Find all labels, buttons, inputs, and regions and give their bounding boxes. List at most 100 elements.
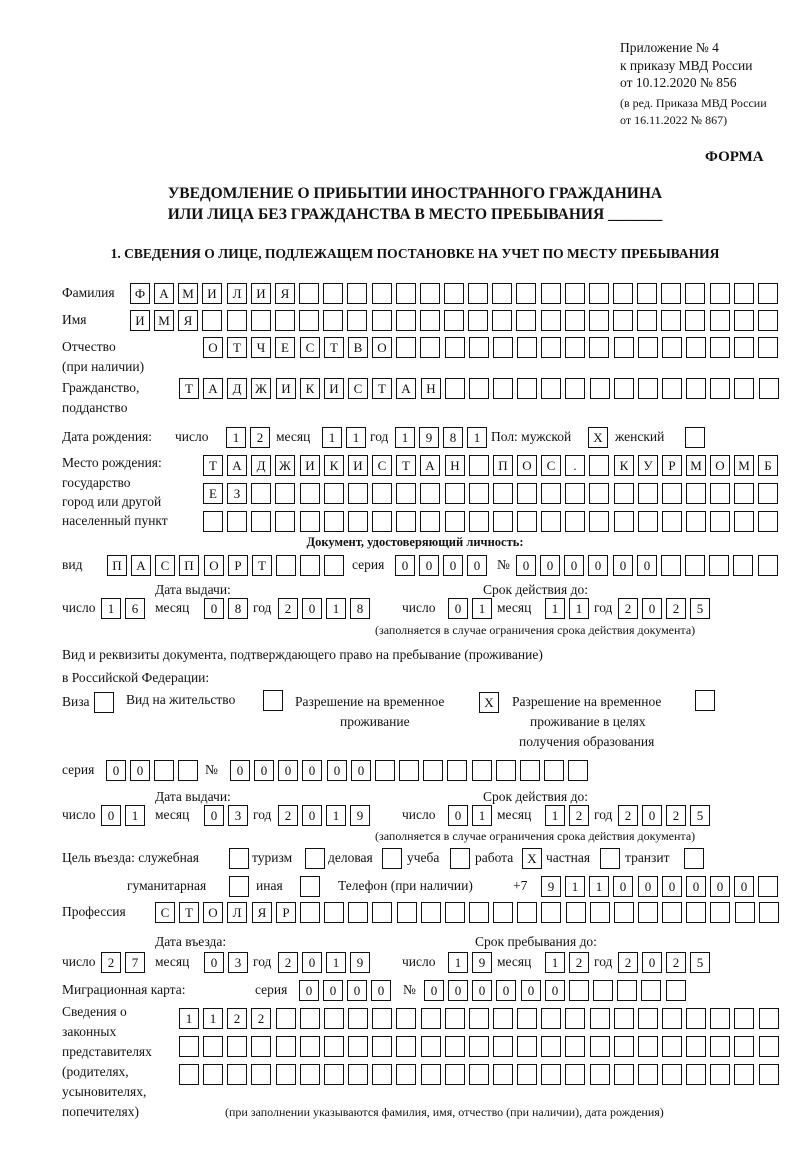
char-cell-reps-2[interactable] [179, 1036, 199, 1057]
char-cell-surname[interactable] [685, 283, 705, 304]
char-cell-reps-2[interactable] [445, 1036, 465, 1057]
char-cell-birth-place-1[interactable]: О [517, 455, 537, 476]
char-cell-reps-1[interactable] [759, 1008, 779, 1029]
char-cell-doc-issue-month[interactable]: 8 [228, 598, 248, 619]
char-cell-patronymic[interactable] [710, 337, 730, 358]
char-cell-surname[interactable] [613, 283, 633, 304]
char-cell-permit-number[interactable] [375, 760, 395, 781]
char-cell-doc-number[interactable]: 0 [637, 555, 657, 576]
char-cell-surname[interactable] [589, 283, 609, 304]
char-cell-mig-number[interactable]: 0 [521, 980, 541, 1001]
char-cell-mig-number[interactable]: 0 [545, 980, 565, 1001]
char-cell-citizenship[interactable] [759, 378, 779, 399]
char-cell-phone[interactable] [758, 876, 778, 897]
char-cell-birth-day[interactable]: 2 [250, 427, 270, 448]
char-cell-reps-3[interactable] [276, 1064, 296, 1085]
char-cell-permit-number[interactable]: 0 [351, 760, 371, 781]
char-cell-citizenship[interactable]: Т [179, 378, 199, 399]
char-cell-doc-issue-year[interactable]: 0 [302, 598, 322, 619]
char-cell-patronymic[interactable]: О [203, 337, 223, 358]
checkbox-permit-residence[interactable] [263, 690, 283, 711]
char-cell-phone[interactable]: 0 [686, 876, 706, 897]
char-cell-reps-3[interactable] [203, 1064, 223, 1085]
char-cell-birth-place-3[interactable] [348, 511, 368, 532]
char-cell-patronymic[interactable]: Е [275, 337, 295, 358]
char-cell-profession[interactable] [469, 902, 489, 923]
char-cell-profession[interactable] [686, 902, 706, 923]
char-cell-name[interactable] [613, 310, 633, 331]
char-cell-name[interactable] [396, 310, 416, 331]
char-cell-birth-place-3[interactable] [589, 511, 609, 532]
char-cell-doc-valid-day[interactable]: 1 [472, 598, 492, 619]
char-cell-entry-day[interactable]: 2 [101, 952, 121, 973]
char-cell-reps-2[interactable] [686, 1036, 706, 1057]
char-cell-mig-number[interactable]: 0 [496, 980, 516, 1001]
char-cell-surname[interactable] [516, 283, 536, 304]
char-cell-entry-year[interactable]: 0 [302, 952, 322, 973]
char-cell-birth-place-2[interactable] [420, 483, 440, 504]
char-cell-profession[interactable] [566, 902, 586, 923]
char-cell-profession[interactable] [397, 902, 417, 923]
char-cell-birth-place-3[interactable] [203, 511, 223, 532]
char-cell-birth-place-2[interactable] [614, 483, 634, 504]
char-cell-birth-place-1[interactable]: П [493, 455, 513, 476]
char-cell-stay-year[interactable]: 2 [666, 952, 686, 973]
char-cell-birth-place-2[interactable] [686, 483, 706, 504]
char-cell-citizenship[interactable] [469, 378, 489, 399]
char-cell-reps-1[interactable] [614, 1008, 634, 1029]
char-cell-reps-1[interactable] [541, 1008, 561, 1029]
char-cell-permit-number[interactable] [472, 760, 492, 781]
checkbox-permit-temp-edu[interactable] [695, 690, 715, 711]
char-cell-reps-2[interactable] [203, 1036, 223, 1057]
char-cell-surname[interactable]: Я [275, 283, 295, 304]
char-cell-patronymic[interactable] [686, 337, 706, 358]
char-cell-birth-place-3[interactable] [614, 511, 634, 532]
char-cell-profession[interactable] [735, 902, 755, 923]
char-cell-profession[interactable] [541, 902, 561, 923]
char-cell-birth-place-3[interactable] [469, 511, 489, 532]
char-cell-doc-series[interactable]: 0 [395, 555, 415, 576]
char-cell-entry-month[interactable]: 0 [204, 952, 224, 973]
char-cell-doc-kind[interactable] [324, 555, 344, 576]
char-cell-stay-year[interactable]: 2 [618, 952, 638, 973]
char-cell-mig-number[interactable] [666, 980, 686, 1001]
char-cell-stay-day[interactable]: 1 [448, 952, 468, 973]
char-cell-doc-valid-month[interactable]: 1 [545, 598, 565, 619]
char-cell-birth-year[interactable]: 9 [419, 427, 439, 448]
char-cell-surname[interactable]: А [154, 283, 174, 304]
char-cell-surname[interactable] [758, 283, 778, 304]
char-cell-name[interactable] [372, 310, 392, 331]
char-cell-entry-month[interactable]: 3 [228, 952, 248, 973]
char-cell-name[interactable] [541, 310, 561, 331]
char-cell-birth-place-1[interactable]: Н [445, 455, 465, 476]
char-cell-doc-series[interactable]: 0 [467, 555, 487, 576]
char-cell-patronymic[interactable] [469, 337, 489, 358]
char-cell-birth-place-1[interactable] [589, 455, 609, 476]
char-cell-doc-number[interactable]: 0 [540, 555, 560, 576]
char-cell-birth-place-1[interactable] [469, 455, 489, 476]
char-cell-phone[interactable]: 9 [541, 876, 561, 897]
char-cell-birth-place-2[interactable]: Е [203, 483, 223, 504]
char-cell-name[interactable] [492, 310, 512, 331]
char-cell-permit-valid-day[interactable]: 1 [472, 805, 492, 826]
char-cell-surname[interactable] [420, 283, 440, 304]
char-cell-reps-1[interactable] [565, 1008, 585, 1029]
checkbox-sex-male[interactable]: X [588, 427, 608, 448]
char-cell-citizenship[interactable]: С [348, 378, 368, 399]
char-cell-reps-3[interactable] [541, 1064, 561, 1085]
char-cell-reps-3[interactable] [734, 1064, 754, 1085]
char-cell-entry-year[interactable]: 9 [350, 952, 370, 973]
char-cell-doc-kind[interactable]: С [155, 555, 175, 576]
char-cell-surname[interactable] [710, 283, 730, 304]
char-cell-birth-place-3[interactable] [396, 511, 416, 532]
char-cell-surname[interactable] [541, 283, 561, 304]
char-cell-doc-kind[interactable] [300, 555, 320, 576]
char-cell-reps-2[interactable] [565, 1036, 585, 1057]
checkbox-purpose-humanitarian[interactable] [229, 876, 249, 897]
char-cell-reps-3[interactable] [348, 1064, 368, 1085]
char-cell-permit-issue-year[interactable]: 9 [350, 805, 370, 826]
char-cell-phone[interactable]: 0 [734, 876, 754, 897]
char-cell-stay-month[interactable]: 2 [569, 952, 589, 973]
char-cell-birth-place-2[interactable] [565, 483, 585, 504]
char-cell-permit-valid-year[interactable]: 2 [618, 805, 638, 826]
